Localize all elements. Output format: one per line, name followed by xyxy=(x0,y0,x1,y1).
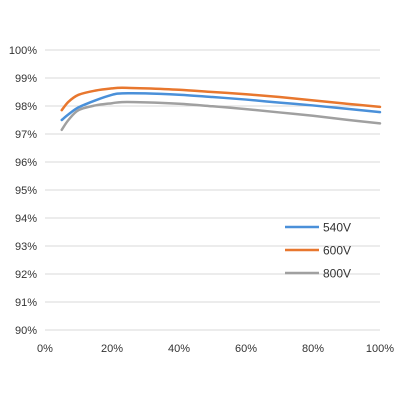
y-tick-label: 97% xyxy=(15,129,37,141)
x-tick-label: 60% xyxy=(235,343,257,355)
y-tick-label: 100% xyxy=(9,45,37,57)
y-tick-label: 98% xyxy=(15,101,37,113)
legend: 540V 600V 800V xyxy=(285,221,351,281)
y-tick-label: 93% xyxy=(15,241,37,253)
y-axis-ticks: 90% 91% 92% 93% 94% 95% 96% 97% 98% 99% 100% xyxy=(9,45,37,337)
x-tick-label: 0% xyxy=(37,343,53,355)
series-line-800V xyxy=(60,100,382,132)
series-line-600V xyxy=(60,86,382,112)
x-tick-label: 100% xyxy=(366,343,394,355)
x-axis-ticks: 0% 20% 40% 60% 80% 100% xyxy=(37,343,394,355)
x-tick-label: 20% xyxy=(101,343,123,355)
legend-label: 540V xyxy=(323,221,351,235)
series-line-540V xyxy=(60,91,382,122)
legend-label: 800V xyxy=(323,267,351,281)
x-tick-label: 80% xyxy=(302,343,324,355)
y-tick-label: 99% xyxy=(15,73,37,85)
legend-label: 600V xyxy=(323,244,351,258)
y-tick-label: 96% xyxy=(15,157,37,169)
y-tick-label: 95% xyxy=(15,185,37,197)
y-tick-label: 94% xyxy=(15,213,37,225)
x-tick-label: 40% xyxy=(168,343,190,355)
series-layer xyxy=(60,86,382,132)
y-tick-label: 92% xyxy=(15,269,37,281)
y-tick-label: 90% xyxy=(15,325,37,337)
y-tick-label: 91% xyxy=(15,297,37,309)
